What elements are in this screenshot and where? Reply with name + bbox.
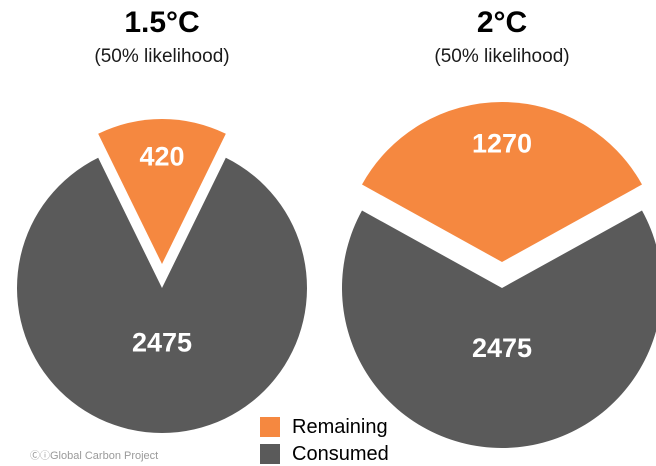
pie-left-label-consumed: 2475 [132,328,192,358]
left-chart-title: 1.5°C [124,6,200,39]
legend-swatch-remaining [260,417,280,437]
pie-left-slice-consumed [17,157,307,433]
legend-item-consumed: Consumed [260,442,389,466]
legend-label-consumed: Consumed [292,442,389,465]
cc-by-icon: Ⓒⓘ [30,451,50,462]
legend-label-remaining: Remaining [292,415,388,438]
pie-right-label-remaining: 1270 [472,129,532,159]
left-chart-subtitle: (50% likelihood) [94,46,230,67]
right-chart-subtitle: (50% likelihood) [434,46,570,67]
right-chart-title: 2°C [476,6,528,39]
pie-right-label-consumed: 2475 [472,333,532,363]
pie-left-slice-remaining [98,119,226,265]
legend-swatch-consumed [260,444,280,464]
credit: ⒸⓘGlobal Carbon Project [30,447,158,462]
pie-left-label-remaining: 420 [139,142,184,172]
credit-text: Global Carbon Project [50,450,159,462]
legend-item-remaining: Remaining [260,415,388,439]
pie-right-slice-consumed [342,210,656,449]
pie-right-slice-remaining [362,102,642,263]
